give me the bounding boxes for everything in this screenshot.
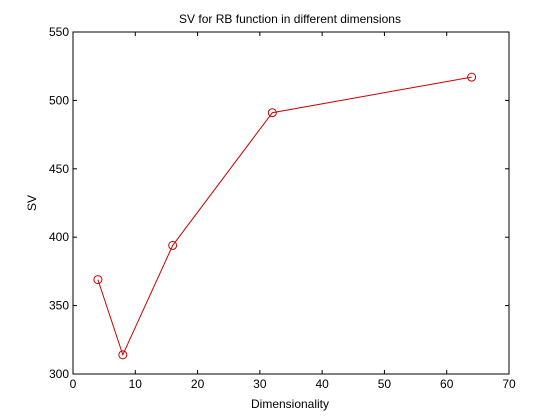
x-tick-label: 40 — [315, 377, 329, 391]
y-tick-label: 350 — [49, 299, 69, 313]
chart-title: SV for RB function in different dimensio… — [179, 12, 401, 26]
x-axis: 0 10 20 30 40 50 60 70 — [70, 32, 516, 391]
series-layer — [93, 72, 477, 360]
x-tick-label: 20 — [191, 377, 205, 391]
x-axis-label: Dimensionality — [251, 397, 329, 411]
axes-box — [72, 31, 510, 375]
series-line — [97, 76, 472, 357]
y-tick-label: 550 — [49, 25, 69, 39]
y-axis-label: SV — [25, 195, 39, 211]
y-tick-label: 400 — [49, 230, 69, 244]
y-tick-label: 500 — [49, 93, 69, 107]
x-tick-label: 0 — [70, 377, 77, 391]
x-tick-label: 10 — [129, 377, 143, 391]
y-tick-label: 450 — [49, 162, 69, 176]
y-axis: 300 350 400 450 500 550 — [49, 25, 509, 381]
x-tick-label: 30 — [253, 377, 267, 391]
data-point — [168, 240, 178, 250]
data-point — [93, 275, 103, 285]
x-tick-label: 50 — [378, 377, 392, 391]
data-point — [467, 72, 477, 82]
data-point — [267, 108, 277, 118]
plot-area — [72, 31, 510, 375]
x-tick-label: 60 — [440, 377, 454, 391]
x-tick-label: 70 — [502, 377, 516, 391]
data-point — [118, 350, 128, 360]
y-tick-label: 300 — [49, 367, 69, 381]
